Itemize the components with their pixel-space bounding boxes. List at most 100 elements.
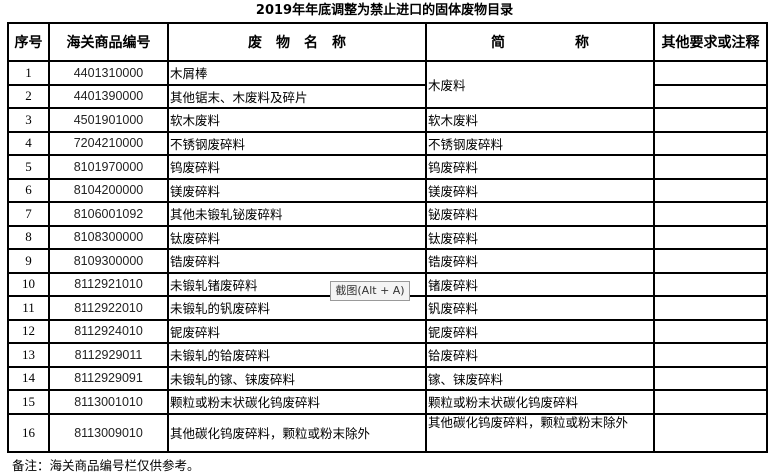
customs-code-cell: 4501901000 [48,107,169,133]
serial-cell: 16 [7,412,50,453]
customs-code-cell: 8106001092 [48,201,169,227]
table-row: 1 4401310000 木屑棒 木废料 [7,60,768,109]
header-row: 序号 海关商品编号 废 物 名 称 简 称 其他要求或注释 [7,22,768,62]
customs-code-cell: 8112929011 [48,342,169,368]
short-name-cell: 木废料 [425,60,655,109]
serial-cell: 2 [7,83,50,109]
notes-cell [653,177,768,203]
short-name-cell: 锗废碎料 [425,271,655,297]
customs-code-cell: 8112929091 [48,365,169,391]
short-name-cell: 软木废料 [425,107,655,133]
customs-code-cell: 8112924010 [48,318,169,344]
short-name-cell: 锆废碎料 [425,248,655,274]
customs-code-cell: 4401390000 [48,83,169,109]
short-name-cell: 钛废碎料 [425,224,655,250]
notes-cell [653,365,768,391]
header-serial: 序号 [7,22,50,62]
waste-name-cell: 钨废碎料 [167,154,427,180]
notes-cell [653,248,768,274]
notes-cell [653,201,768,227]
short-name-cell: 颗粒或粉末状碳化钨废碎料 [425,389,655,415]
serial-cell: 5 [7,154,50,180]
serial-cell: 11 [7,295,50,321]
serial-cell: 4 [7,130,50,156]
short-name-cell: 铌废碎料 [425,318,655,344]
customs-code-cell: 8112922010 [48,295,169,321]
table-row: 3 4501901000 软木废料 软木废料 [7,107,768,133]
customs-code-cell: 8112921010 [48,271,169,297]
customs-code-cell: 8113009010 [48,412,169,453]
document-title: 2019年年底调整为禁止进口的固体废物目录 [255,3,514,18]
table-row: 4 7204210000 不锈钢废碎料 不锈钢废碎料 [7,130,768,156]
table-row: 8 8108300000 钛废碎料 钛废碎料 [7,224,768,250]
header-waste-name: 废 物 名 称 [167,22,427,62]
customs-code-cell: 4401310000 [48,60,169,86]
table-row: 16 8113009010 其他碳化钨废碎料，颗粒或粉末除外 其他碳化钨废碎料，颗粒或… [7,412,768,453]
short-name-cell: 钨废碎料 [425,154,655,180]
notes-cell [653,318,768,344]
notes-cell [653,412,768,453]
serial-cell: 9 [7,248,50,274]
notes-cell [653,271,768,297]
notes-cell [653,107,768,133]
header-customs-code: 海关商品编号 [48,22,169,62]
table-row: 5 8101970000 钨废碎料 钨废碎料 [7,154,768,180]
serial-cell: 6 [7,177,50,203]
short-name-cell: 不锈钢废碎料 [425,130,655,156]
short-name-cell: 镓、铼废碎料 [425,365,655,391]
waste-name-cell: 未锻轧的镓、铼废碎料 [167,365,427,391]
waste-name-cell: 钛废碎料 [167,224,427,250]
header-notes: 其他要求或注释 [653,22,768,62]
waste-name-cell: 镁废碎料 [167,177,427,203]
notes-cell [653,83,768,109]
waste-name-cell: 软木废料 [167,107,427,133]
short-name-cell: 铪废碎料 [425,342,655,368]
notes-cell [653,154,768,180]
table-row: 13 8112929011 未锻轧的铪废碎料 铪废碎料 [7,342,768,368]
serial-cell: 1 [7,60,50,86]
short-name-cell: 铋废碎料 [425,201,655,227]
notes-cell [653,60,768,86]
waste-name-cell: 其他锯末、木废料及碎片 [167,83,427,109]
serial-cell: 13 [7,342,50,368]
notes-cell [653,342,768,368]
short-name-cell: 镁废碎料 [425,177,655,203]
waste-name-cell: 其他碳化钨废碎料，颗粒或粉末除外 [167,412,427,453]
short-name-cell: 其他碳化钨废碎料，颗粒或粉末除外 [425,412,655,453]
table-row: 7 8106001092 其他未锻轧铋废碎料 铋废碎料 [7,201,768,227]
table-row: 14 8112929091 未锻轧的镓、铼废碎料 镓、铼废碎料 [7,365,768,391]
waste-catalog-table: 序号 海关商品编号 废 物 名 称 简 称 其他要求或注释 1 440131000… [7,22,768,453]
serial-cell: 10 [7,271,50,297]
customs-code-cell: 8109300000 [48,248,169,274]
serial-cell: 15 [7,389,50,415]
waste-name-cell: 木屑棒 [167,60,427,86]
customs-code-cell: 8104200000 [48,177,169,203]
screenshot-tooltip: 截图(Alt + A) [330,281,410,301]
waste-name-cell: 未锻轧的铪废碎料 [167,342,427,368]
notes-cell [653,389,768,415]
header-short-name: 简 称 [425,22,655,62]
table-row: 15 8113001010 颗粒或粉末状碳化钨废碎料 颗粒或粉末状碳化钨废碎料 [7,389,768,415]
table-row: 6 8104200000 镁废碎料 镁废碎料 [7,177,768,203]
waste-name-cell: 其他未锻轧铋废碎料 [167,201,427,227]
notes-cell [653,130,768,156]
table-row: 9 8109300000 锆废碎料 锆废碎料 [7,248,768,274]
customs-code-cell: 8101970000 [48,154,169,180]
table-row: 2 4401390000 其他锯末、木废料及碎片 [7,83,768,109]
serial-cell: 3 [7,107,50,133]
customs-code-cell: 8113001010 [48,389,169,415]
notes-cell [653,295,768,321]
waste-name-cell: 不锈钢废碎料 [167,130,427,156]
waste-name-cell: 铌废碎料 [167,318,427,344]
customs-code-cell: 7204210000 [48,130,169,156]
short-name-cell: 钒废碎料 [425,295,655,321]
serial-cell: 14 [7,365,50,391]
serial-cell: 12 [7,318,50,344]
customs-code-cell: 8108300000 [48,224,169,250]
waste-name-cell: 锆废碎料 [167,248,427,274]
footnote: 备注：海关商品编号栏仅供参考。 [12,458,200,473]
waste-name-cell: 颗粒或粉末状碳化钨废碎料 [167,389,427,415]
serial-cell: 7 [7,201,50,227]
serial-cell: 8 [7,224,50,250]
notes-cell [653,224,768,250]
